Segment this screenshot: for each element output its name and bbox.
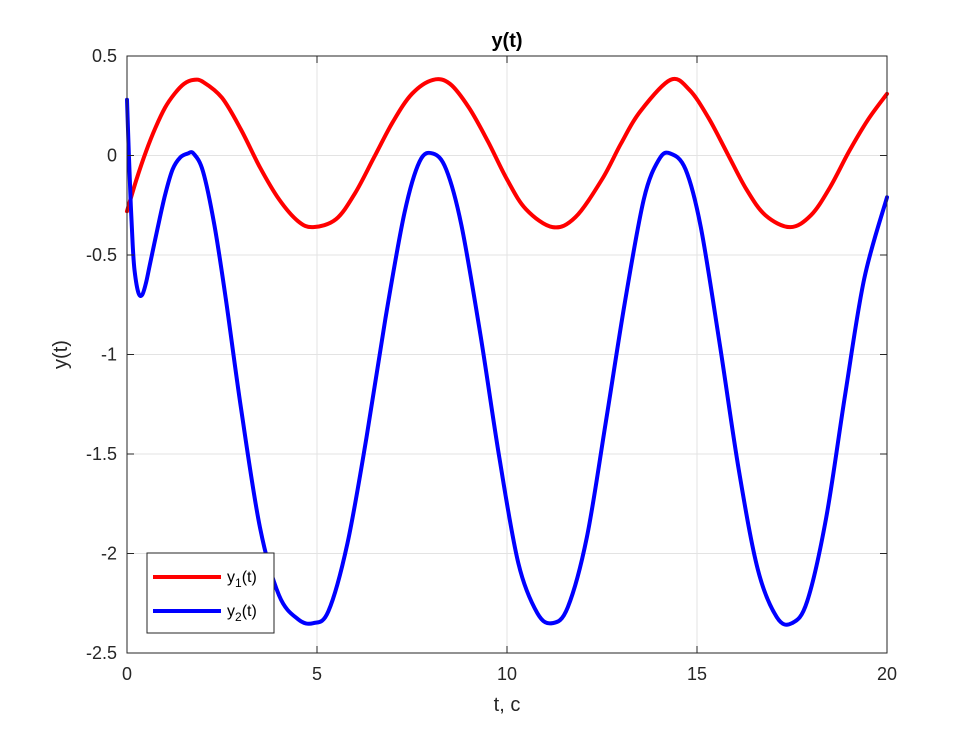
series-lines: [125, 77, 889, 627]
legend-label-base: y: [227, 603, 235, 620]
x-axis-label: t, c: [494, 694, 521, 716]
y-tick-label: -2.5: [86, 643, 117, 663]
axis-ticks: 0 5 10 15 20 -2.5 -2 -1.5 -1 -0.5 0 0.5: [86, 46, 897, 684]
x-tick-label: 0: [122, 664, 132, 684]
series-line-y2: [125, 97, 889, 627]
legend: y1(t)y2(t): [146, 552, 275, 634]
legend-label-subscript: 2: [235, 610, 242, 624]
y-tick-label: -0.5: [86, 245, 117, 265]
legend-label-subscript: 1: [235, 576, 242, 590]
y-tick-label: 0.5: [92, 46, 117, 66]
legend-label-suffix: (t): [242, 603, 257, 620]
x-tick-label: 10: [497, 664, 517, 684]
legend-label-y2: y2(t): [227, 603, 257, 624]
legend-label-base: y: [227, 569, 235, 586]
legend-label-suffix: (t): [242, 569, 257, 586]
x-tick-label: 15: [687, 664, 707, 684]
y-tick-label: 0: [107, 146, 117, 166]
x-tick-label: 5: [312, 664, 322, 684]
y-axis-label: y(t): [50, 340, 72, 369]
y-tick-label: -1.5: [86, 444, 117, 464]
x-tick-label: 20: [877, 664, 897, 684]
legend-label-y1: y1(t): [227, 569, 257, 590]
chart-title: y(t): [491, 30, 522, 52]
series-line-y1: [125, 77, 889, 230]
y-tick-label: -2: [101, 544, 117, 564]
legend-box: [146, 552, 275, 634]
y-tick-label: -1: [101, 345, 117, 365]
